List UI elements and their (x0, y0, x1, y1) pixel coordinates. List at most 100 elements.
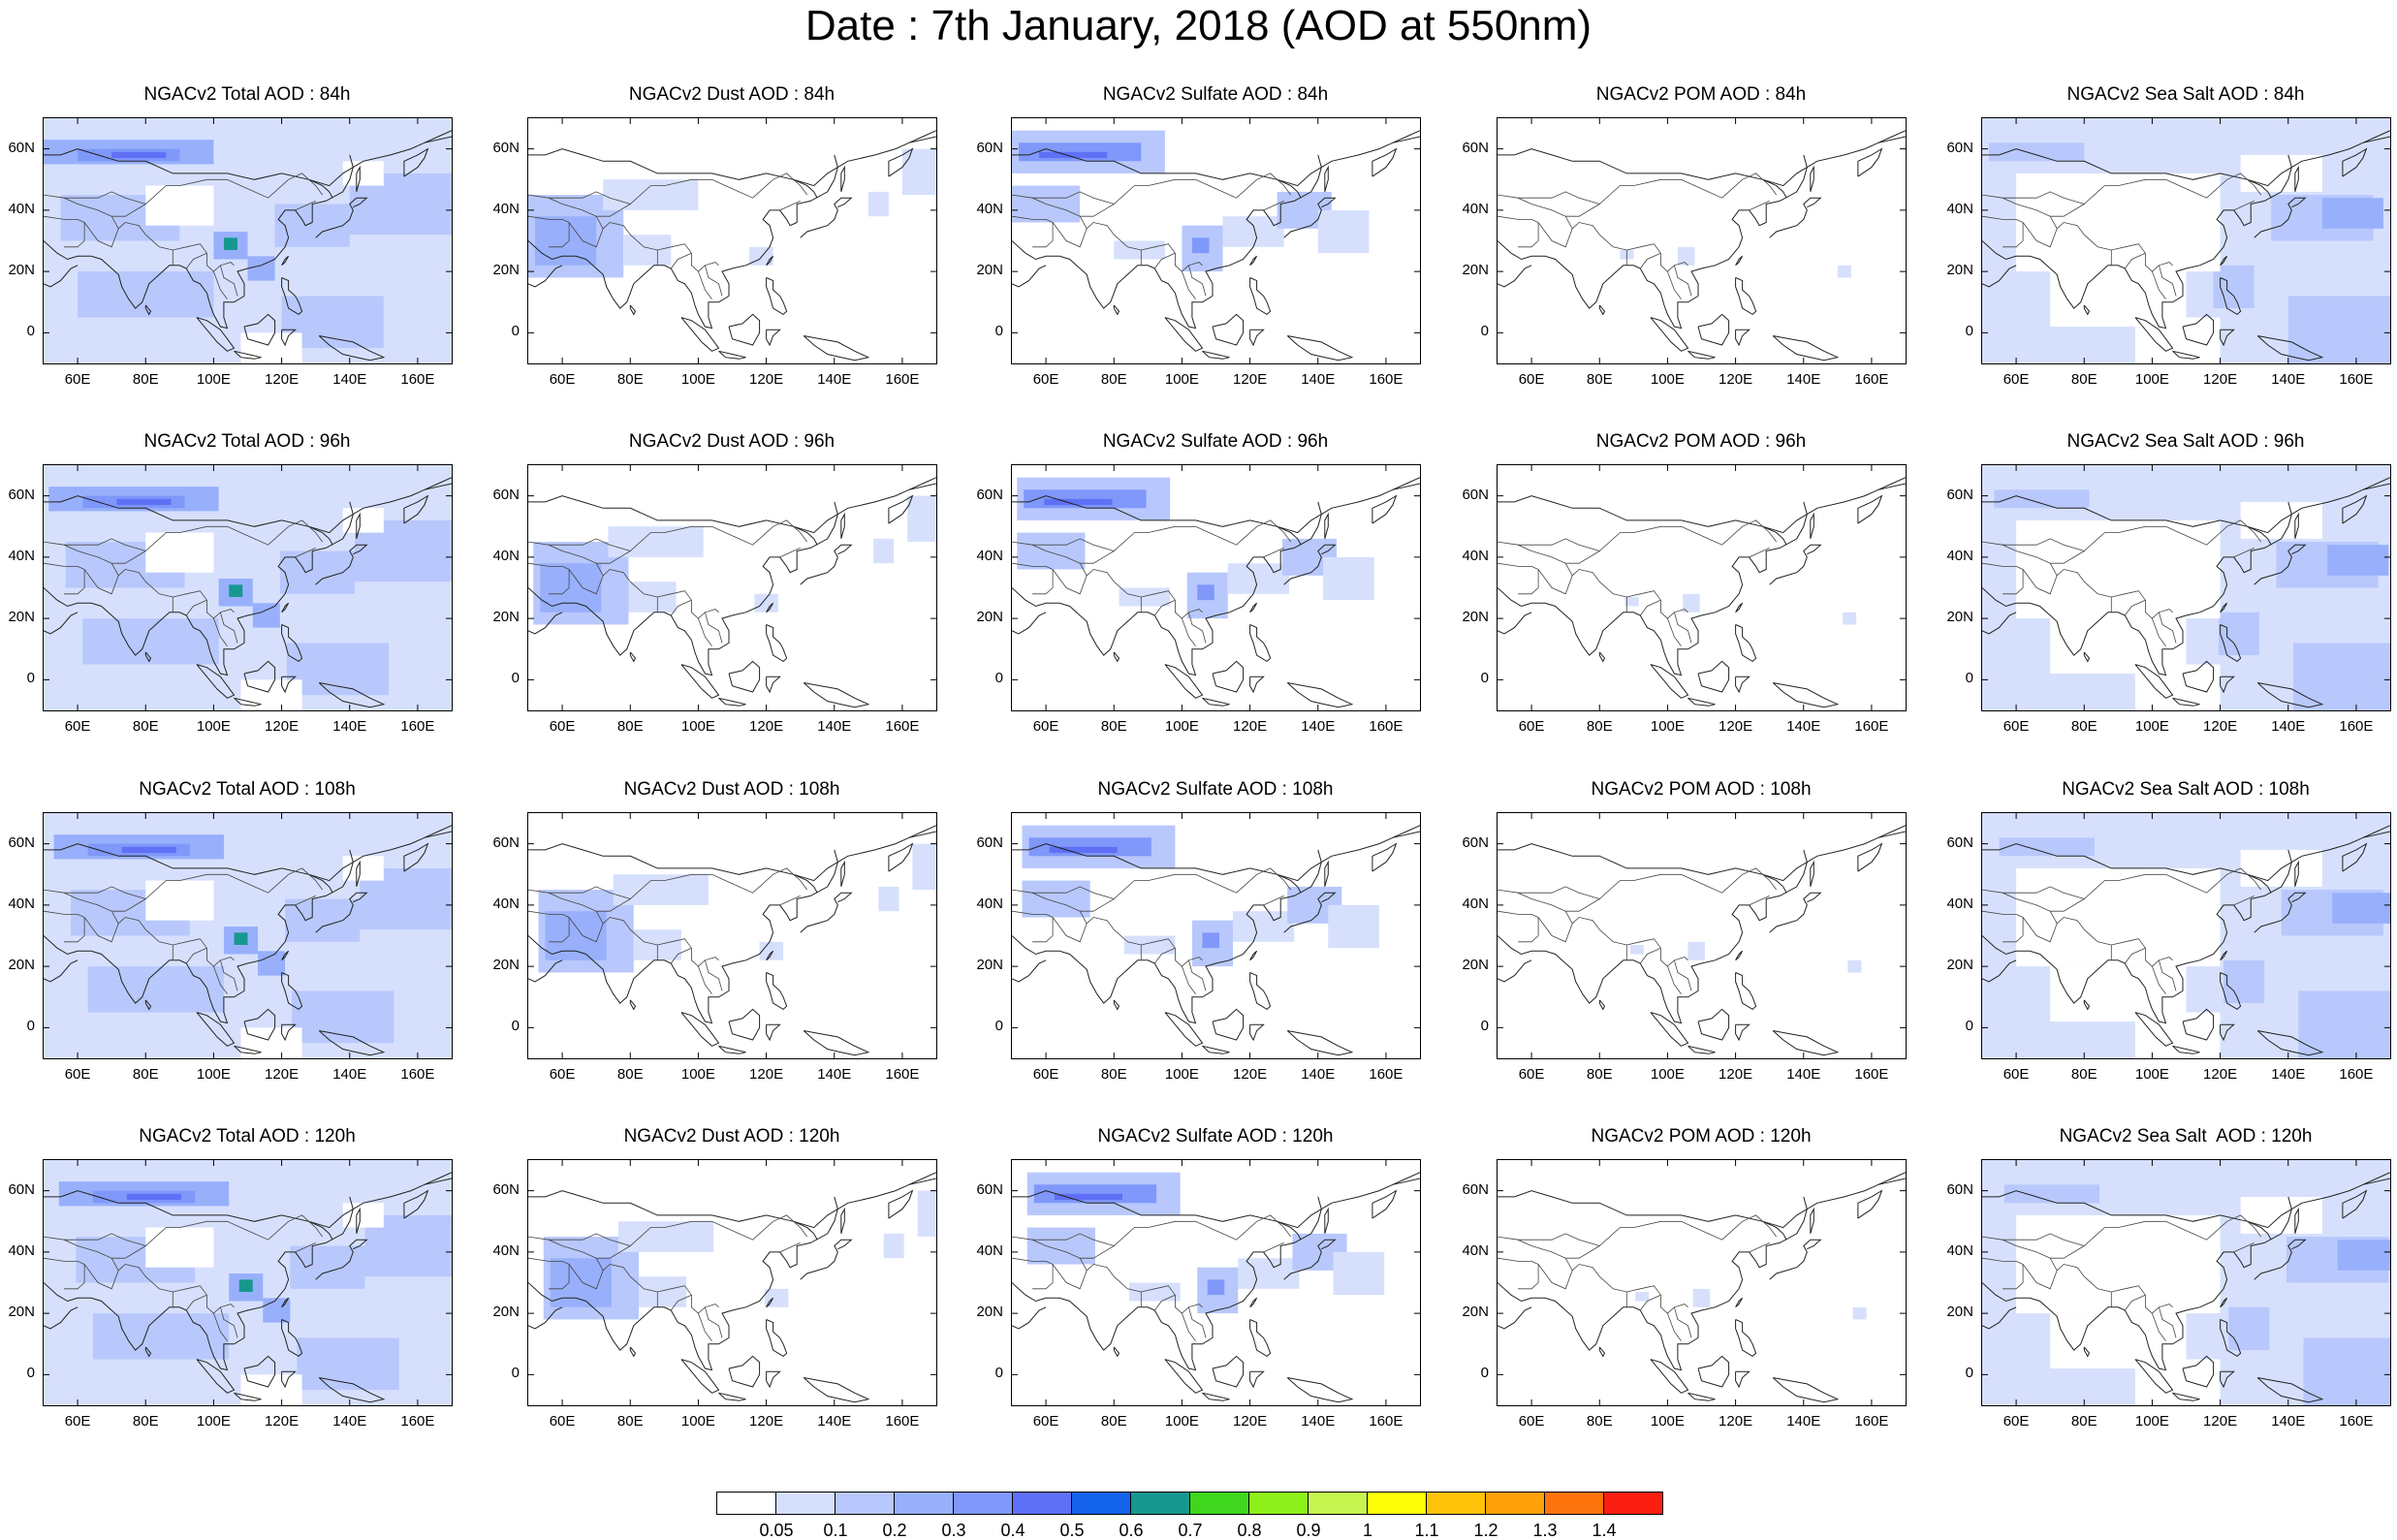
country-border (595, 911, 604, 925)
country-border (1263, 548, 1284, 558)
coastline (1687, 350, 1716, 360)
map-panel: NGACv2 Sea Salt AOD : 96h 60N 40N 20N 0 60E 80… (1939, 431, 2394, 754)
coastline (234, 697, 262, 707)
coastline (44, 136, 452, 187)
country-border (1012, 562, 1054, 570)
x-tick-label: 100E (1164, 1066, 1199, 1083)
coastline (2182, 660, 2215, 693)
coastline (1249, 624, 1272, 663)
colorbar-swatch (775, 1492, 836, 1515)
aod-region (1202, 932, 1220, 949)
aod-map (1982, 1160, 2390, 1405)
coastline (2342, 147, 2368, 177)
coastline (528, 959, 563, 983)
map-panel: NGACv2 Total AOD : 120h 60N 40N 20N 0 60E 80E 1… (0, 1126, 456, 1449)
country-border (549, 569, 570, 595)
coastline (2247, 1220, 2272, 1241)
coastline (1498, 1178, 1906, 1229)
x-tick-label: 100E (1164, 371, 1199, 388)
country-border (1263, 1242, 1284, 1253)
map-frame (527, 117, 937, 364)
country-border (595, 1258, 604, 1272)
aod-region (617, 1221, 714, 1252)
coastline (728, 1355, 761, 1388)
coastline (1982, 849, 2292, 1024)
panel-title: NGACv2 Total AOD : 108h (139, 779, 356, 800)
country-border (1188, 959, 1207, 991)
coastline (356, 1207, 361, 1235)
y-tick-label: 20N (492, 957, 520, 974)
aod-region (290, 1245, 365, 1289)
aod-region (2003, 1184, 2100, 1204)
x-tick-label: 120E (2203, 371, 2238, 388)
country-border (64, 1233, 146, 1246)
y-tick-label: 60N (492, 486, 520, 503)
aod-region (1999, 837, 2095, 857)
coastline (281, 602, 290, 613)
country-border (44, 867, 324, 912)
map-panel: NGACv2 Total AOD : 96h 60N 40N 20N 0 60E 80E 10… (0, 431, 456, 754)
country-border (1518, 222, 1539, 248)
country-border (528, 867, 808, 912)
aod-region (1683, 593, 1700, 613)
coastline (281, 1319, 303, 1358)
country-border (698, 1312, 712, 1341)
colorbar-label: 0.7 (1178, 1521, 1203, 1540)
x-tick-label: 160E (2339, 718, 2374, 735)
coastline (766, 1370, 781, 1389)
coastline (1012, 501, 1322, 676)
country-border (2003, 1233, 2085, 1246)
country-border (549, 191, 631, 204)
coastline (629, 999, 637, 1011)
colorbar-swatch (716, 1492, 776, 1515)
y-tick-label: 20N (1946, 609, 1973, 626)
country-border (2233, 548, 2255, 558)
coastline (243, 1355, 276, 1388)
coastline (766, 277, 788, 316)
country-border (1674, 265, 1692, 297)
coastline (1202, 1392, 1230, 1401)
aod-region (1333, 1251, 1385, 1296)
coastline (196, 1359, 236, 1394)
coastline (2220, 277, 2242, 316)
coastline (315, 197, 368, 238)
country-border (595, 216, 604, 230)
country-border (1498, 519, 1778, 564)
colorbar-label: 1 (1362, 1521, 1372, 1540)
coastline (1277, 873, 1302, 894)
coastline (1772, 1377, 1840, 1403)
x-tick-label: 80E (1586, 1066, 1613, 1083)
colorbar-swatch (894, 1492, 954, 1515)
x-tick-label: 80E (2070, 371, 2097, 388)
coastline (2294, 165, 2299, 193)
coastline (1164, 1012, 1204, 1047)
coastline (2254, 544, 2307, 585)
coastline (318, 682, 386, 708)
aod-region (2298, 990, 2390, 1058)
y-tick-label: 0 (1480, 323, 1489, 340)
colorbar-label: 1.2 (1473, 1521, 1498, 1540)
aod-clear-region (2050, 271, 2187, 328)
x-tick-label: 160E (1369, 1066, 1404, 1083)
coastline (2220, 676, 2235, 694)
coastline (766, 676, 781, 694)
country-border (1667, 270, 1682, 299)
country-border (1982, 215, 2024, 223)
coastline (1982, 959, 2017, 983)
coastline (2362, 477, 2390, 490)
country-border (1188, 1306, 1207, 1338)
country-border (698, 965, 712, 994)
coastline (680, 664, 720, 699)
aod-map (44, 1160, 452, 1405)
coastline (2256, 682, 2324, 708)
coastline (1735, 329, 1750, 347)
aod-clear-region (2016, 1214, 2221, 1314)
coastline (1982, 483, 2390, 534)
coastline (803, 1030, 870, 1056)
x-tick-label: 100E (2134, 1066, 2169, 1083)
country-border (1012, 519, 1292, 564)
coastline (766, 972, 788, 1011)
coastline (1012, 265, 1047, 288)
coastline (840, 1207, 845, 1235)
country-border (1749, 1242, 1770, 1253)
